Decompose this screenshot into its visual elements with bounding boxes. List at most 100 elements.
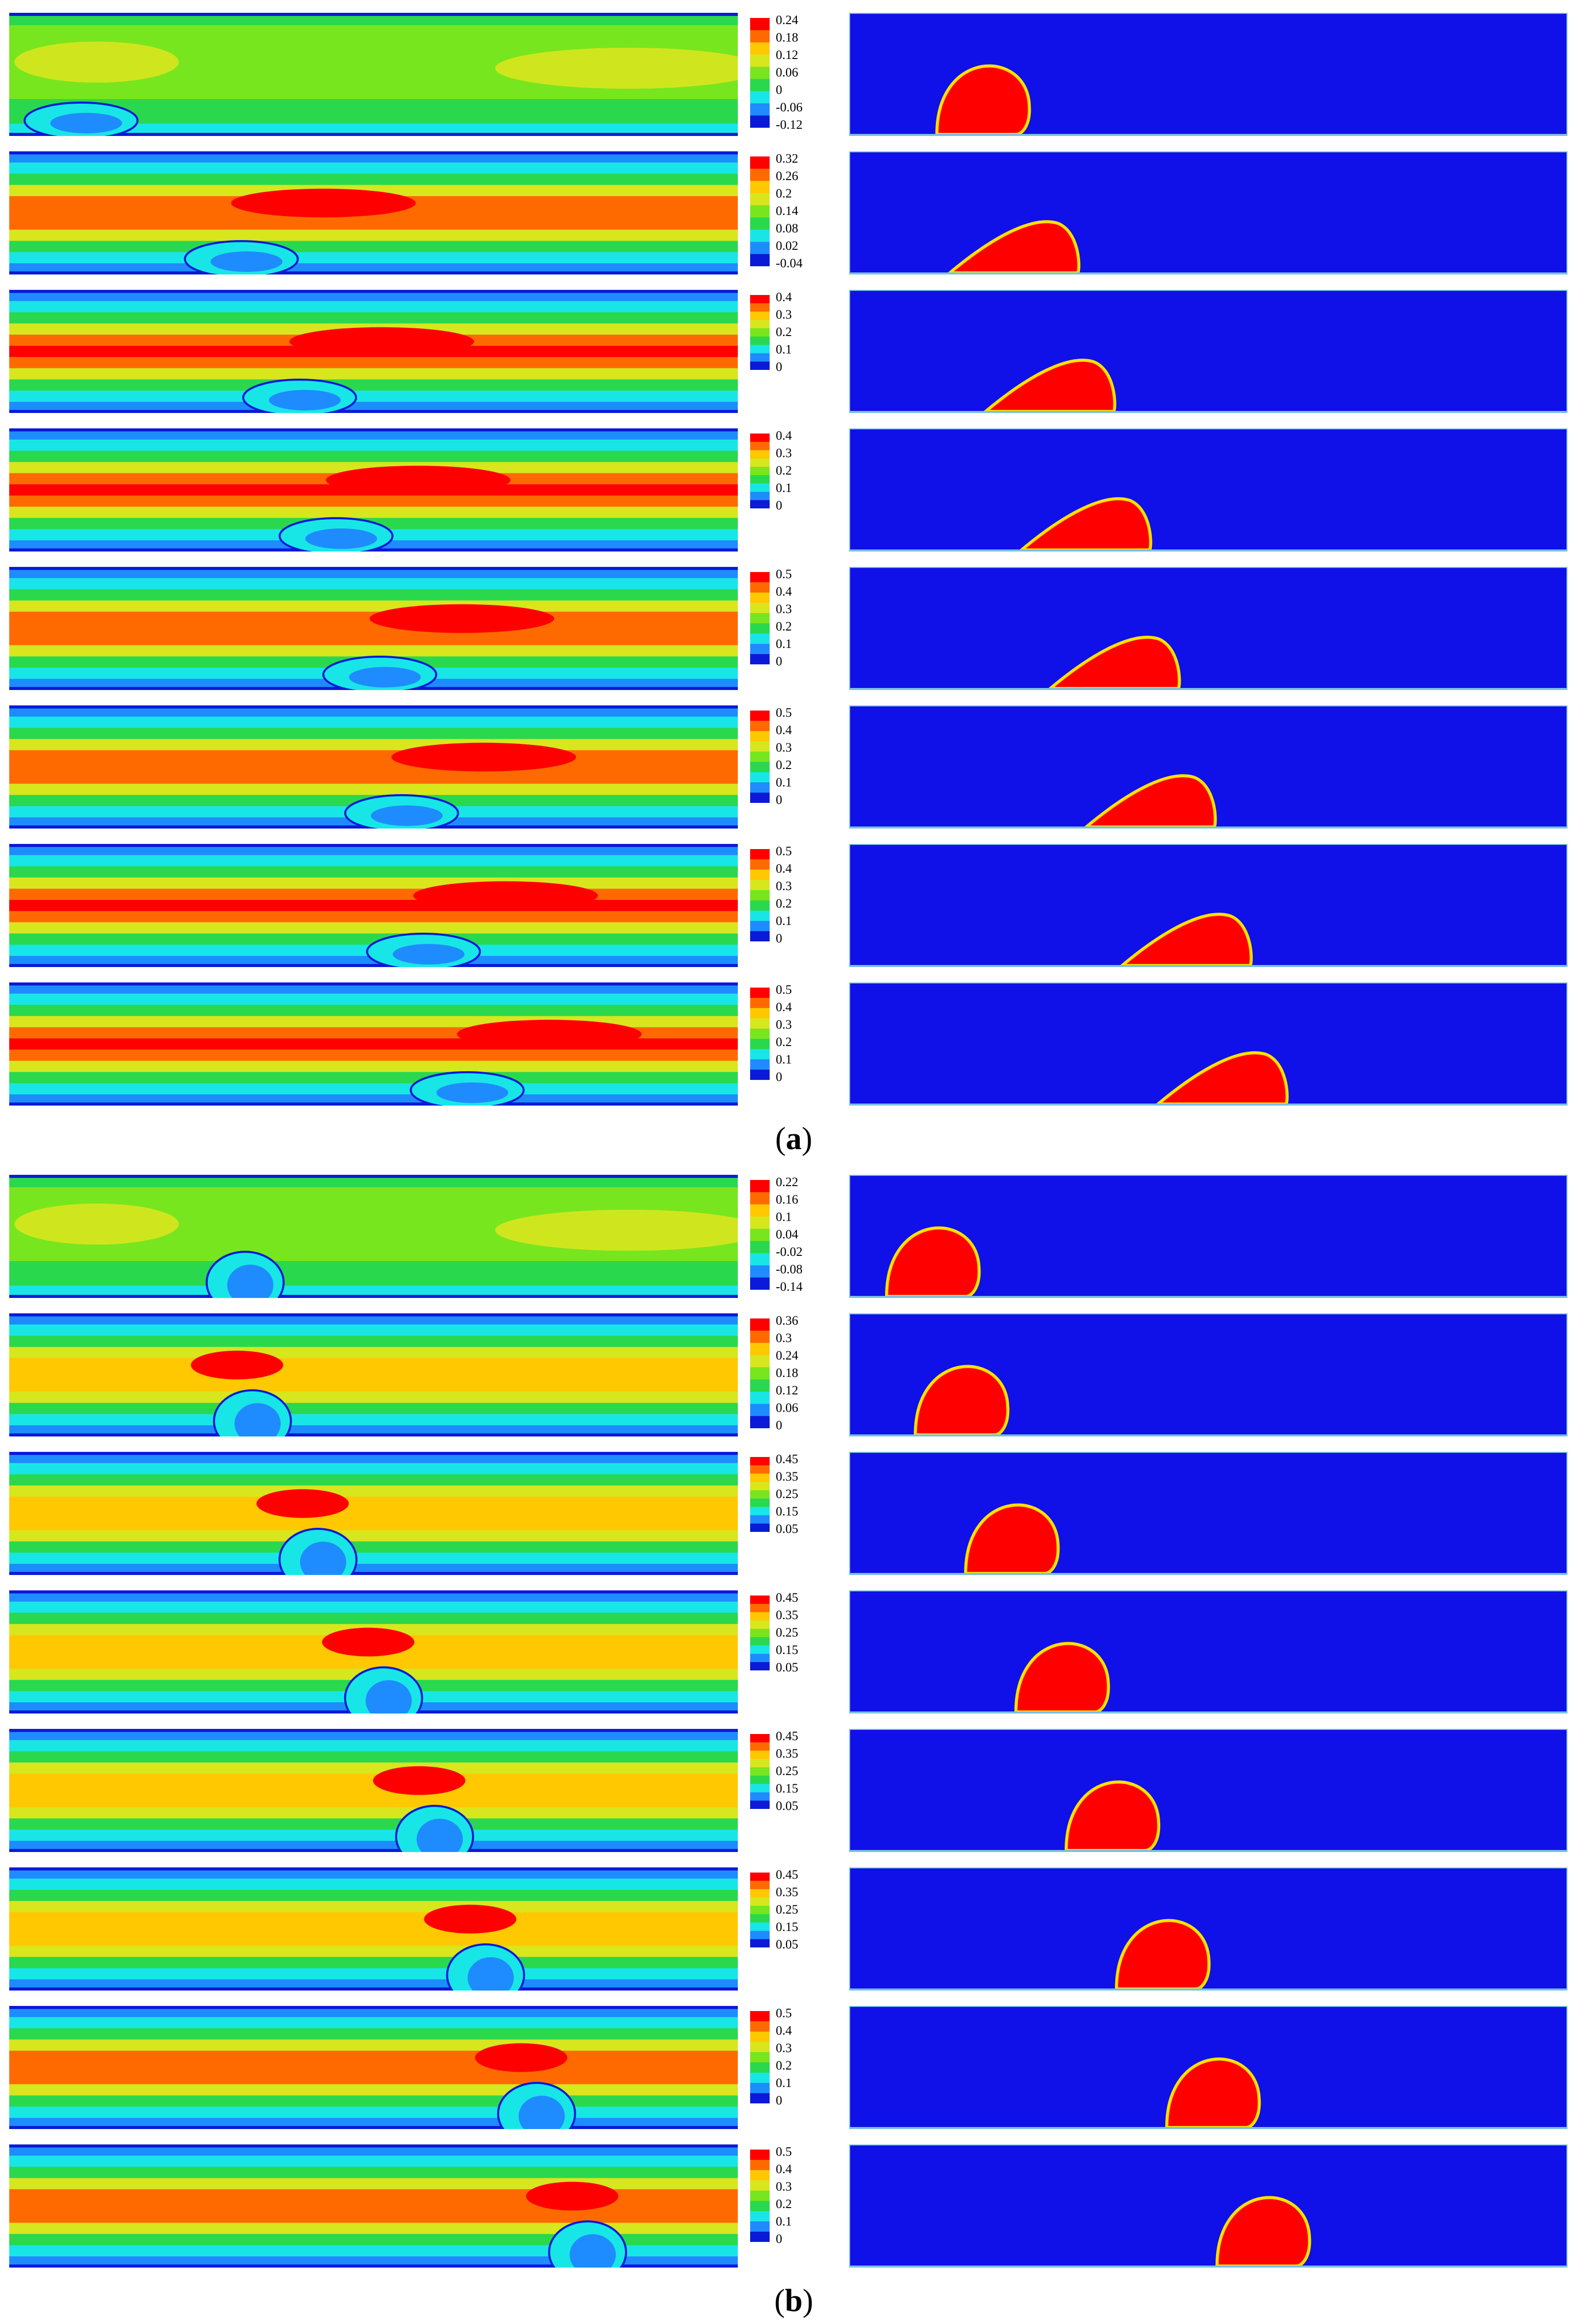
- velocity-band: [9, 911, 738, 923]
- velocity-band: [9, 783, 738, 796]
- colorbar-gradient: [750, 1596, 770, 1670]
- colorbar-segment: [750, 634, 770, 644]
- colorbar-segment: [750, 900, 770, 911]
- velocity-band: [9, 2211, 738, 2223]
- velocity-band: [9, 1403, 738, 1415]
- velocity-band: [9, 1740, 738, 1752]
- colorbar-tick-label: 0.5: [776, 2006, 792, 2020]
- colorbar-gradient: [750, 1180, 770, 1290]
- colorbar-segment: [750, 1253, 770, 1266]
- velocity-band: [9, 1187, 738, 1200]
- colorbar-segment: [750, 1318, 770, 1331]
- velocity-band: [9, 368, 738, 380]
- colorbar-segment: [750, 613, 770, 624]
- colorbar-segment: [750, 1457, 770, 1466]
- colorbar-segment: [750, 345, 770, 353]
- colorbar-segment: [750, 2211, 770, 2222]
- velocity-band: [9, 716, 738, 728]
- velocity-band: [9, 1541, 738, 1553]
- colorbar-tick-label: 0.3: [776, 308, 792, 322]
- colorbar-tick-label: 0.16: [776, 1193, 798, 1207]
- velocity-band: [9, 1380, 738, 1392]
- colorbar-gradient: [750, 849, 770, 941]
- velocity-band: [9, 1785, 738, 1797]
- droplet-vortex-inner: [393, 944, 465, 964]
- colorbar-tick-label: 0.36: [776, 1314, 798, 1328]
- colorbar-tick-label: 0.15: [776, 1782, 798, 1796]
- wall-top: [9, 1729, 738, 1732]
- droplet: [1017, 497, 1152, 552]
- colorbar-segment: [750, 2093, 770, 2103]
- part_a-phase-field-5: [849, 567, 1567, 690]
- colorbar-gradient: [750, 711, 770, 803]
- colorbar-segment: [750, 2170, 770, 2181]
- velocity-band: [9, 1508, 738, 1520]
- velocity-band: [9, 185, 738, 197]
- velocity-band: [9, 1369, 738, 1381]
- velocity-band: [9, 1391, 738, 1404]
- colorbar-segment: [750, 91, 770, 104]
- colorbar-segment: [750, 2201, 770, 2212]
- velocity-band: [9, 889, 738, 901]
- colorbar-tick-label: 0.1: [776, 1210, 792, 1224]
- colorbar-segment: [750, 2180, 770, 2191]
- colorbar-segment: [750, 2232, 770, 2242]
- colorbar-segment: [750, 793, 770, 803]
- velocity-band: [9, 252, 738, 264]
- velocity-core: [495, 48, 738, 89]
- droplet-vortex-inner: [436, 1082, 508, 1103]
- velocity-band: [9, 1612, 738, 1625]
- velocity-band: [9, 1552, 738, 1565]
- colorbar-segment: [750, 18, 770, 31]
- part_b-velocity-field-4: [9, 1590, 738, 1714]
- colorbar-tick-label: 0.06: [776, 1401, 798, 1415]
- velocity-band: [9, 2062, 738, 2074]
- part_a-velocity-field-2: [9, 151, 738, 274]
- droplet: [945, 220, 1081, 274]
- colorbar-segment: [750, 741, 770, 752]
- colorbar-tick-label: 0.5: [776, 567, 792, 581]
- colorbar-segment: [750, 295, 770, 304]
- colorbar-segment: [750, 988, 770, 998]
- velocity-band: [9, 229, 738, 242]
- part_b-velocity-field-3: [9, 1452, 738, 1575]
- wall-top: [9, 1452, 738, 1455]
- colorbar-segment: [750, 1604, 770, 1612]
- colorbar-tick-label: 0: [776, 1419, 782, 1432]
- colorbar-segment: [750, 78, 770, 92]
- colorbar-tick-label: 0.04: [776, 1228, 798, 1242]
- velocity-band: [9, 739, 738, 751]
- colorbar-segment: [750, 1523, 770, 1532]
- velocity-band: [9, 727, 738, 740]
- colorbar-gradient: [750, 1318, 770, 1428]
- velocity-band: [9, 750, 738, 762]
- colorbar-segment: [750, 1612, 770, 1621]
- velocity-core: [391, 742, 576, 772]
- colorbar-segment: [750, 1367, 770, 1380]
- colorbar-tick-label: -0.12: [776, 118, 803, 132]
- colorbar-tick-label: 0: [776, 83, 782, 97]
- wall-top: [9, 151, 738, 154]
- colorbar-segment: [750, 353, 770, 362]
- colorbar-segment: [750, 721, 770, 732]
- velocity-band: [9, 2245, 738, 2257]
- velocity-band: [9, 2051, 738, 2063]
- colorbar-gradient: [750, 295, 770, 370]
- phase-domain: [849, 1590, 1567, 1714]
- wall-top: [9, 290, 738, 293]
- colorbar-segment: [750, 1645, 770, 1654]
- colorbar-segment: [750, 311, 770, 321]
- colorbar-tick-label: -0.02: [776, 1245, 803, 1259]
- phase-domain: [849, 567, 1567, 690]
- part_b-colorbar-4: 0.45 0.35 0.25 0.15 0.05: [750, 1591, 827, 1708]
- colorbar-segment: [750, 1931, 770, 1940]
- colorbar-tick-label: 0.1: [776, 2215, 792, 2229]
- phase-domain: [849, 428, 1567, 552]
- wall-bottom: [9, 1987, 738, 1991]
- colorbar-segment: [750, 193, 770, 206]
- colorbar-gradient: [750, 2011, 770, 2103]
- colorbar-tick-label: 0.3: [776, 2041, 792, 2055]
- colorbar-tick-label: 0.4: [776, 429, 792, 443]
- colorbar-tick-label: 0.12: [776, 1384, 798, 1397]
- part_b-phase-field-7: [849, 2006, 1567, 2129]
